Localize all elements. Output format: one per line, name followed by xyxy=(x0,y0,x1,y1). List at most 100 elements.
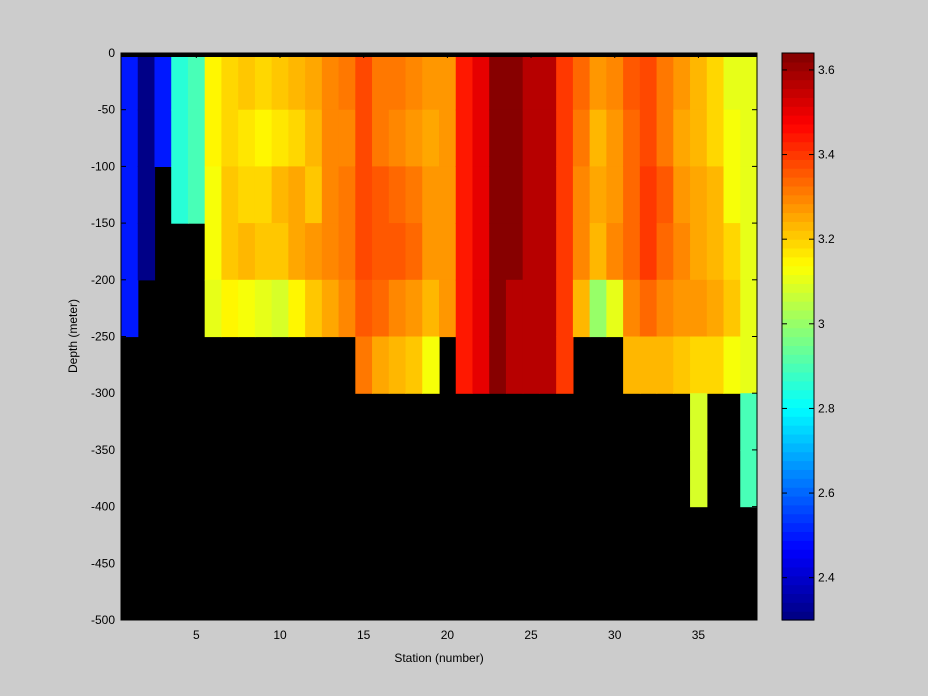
heatmap-cell xyxy=(221,166,239,224)
heatmap-cell xyxy=(690,223,708,281)
heatmap-cell xyxy=(639,336,658,394)
heatmap-cell xyxy=(623,109,641,167)
heatmap-cell xyxy=(539,223,557,281)
heatmap-cell xyxy=(121,166,139,224)
heatmap-cell xyxy=(271,279,289,338)
heatmap-cell xyxy=(288,53,306,111)
heatmap-cell xyxy=(388,223,407,281)
y-axis-label: Depth (meter) xyxy=(66,299,80,373)
heatmap-cell xyxy=(455,166,474,224)
colorbar-band xyxy=(782,531,814,541)
colorbar-band xyxy=(782,123,814,134)
heatmap-cell xyxy=(740,223,758,281)
colorbar-band xyxy=(782,301,814,311)
heatmap-cell xyxy=(121,53,139,111)
y-tick-label: -500 xyxy=(91,613,115,627)
heatmap-cell xyxy=(271,53,289,111)
heatmap-cell xyxy=(372,166,390,224)
heatmap-cell xyxy=(639,279,658,338)
heatmap-cell xyxy=(405,53,423,111)
heatmap-cell xyxy=(472,109,490,167)
heatmap-cell xyxy=(288,166,306,224)
heatmap-cell xyxy=(405,279,423,338)
heatmap-cell xyxy=(723,336,741,394)
heatmap-cell xyxy=(522,53,541,111)
heatmap-cell xyxy=(706,53,725,111)
heatmap-cell xyxy=(639,223,658,281)
heatmap-cell xyxy=(723,223,741,281)
heatmap-cell xyxy=(355,166,373,224)
heatmap-cell xyxy=(439,166,457,224)
heatmap-cell xyxy=(673,166,691,224)
heatmap-cell xyxy=(171,109,189,167)
heatmap-cell xyxy=(305,223,323,281)
heatmap-cell xyxy=(639,53,658,111)
heatmap-cell xyxy=(572,166,591,224)
heatmap-cell xyxy=(690,109,708,167)
heatmap-cell xyxy=(372,336,390,394)
x-tick-label: 5 xyxy=(193,628,200,642)
heatmap-cell xyxy=(238,53,256,111)
heatmap-cell xyxy=(489,109,507,167)
heatmap-cell xyxy=(522,166,541,224)
heatmap-cell xyxy=(321,109,340,167)
heatmap-cells xyxy=(121,53,758,508)
colorbar-band xyxy=(782,177,814,187)
heatmap-cell xyxy=(505,279,524,338)
colorbar-band xyxy=(782,611,814,621)
heatmap-cell xyxy=(221,279,239,338)
heatmap-cell xyxy=(238,223,256,281)
heatmap-cell xyxy=(221,109,239,167)
heatmap-cell xyxy=(271,223,289,281)
heatmap-cell xyxy=(137,223,156,281)
heatmap-cell xyxy=(405,336,423,394)
heatmap-cell xyxy=(706,336,725,394)
colorbar-band xyxy=(782,150,814,160)
heatmap-cell xyxy=(489,166,507,224)
heatmap-cell xyxy=(740,53,758,111)
heatmap-cell xyxy=(589,166,607,224)
heatmap-cell xyxy=(338,279,356,338)
heatmap-cell xyxy=(455,53,474,111)
heatmap-cell xyxy=(388,166,407,224)
colorbar-band xyxy=(782,88,814,98)
heatmap-cell xyxy=(254,53,273,111)
heatmap-cell xyxy=(305,166,323,224)
heatmap-cell xyxy=(505,336,524,394)
heatmap-cell xyxy=(422,279,440,338)
heatmap-cell xyxy=(572,109,591,167)
colorbar-band xyxy=(782,416,814,426)
heatmap-cell xyxy=(489,336,507,394)
colorbar-band xyxy=(782,495,814,506)
y-tick-label: -450 xyxy=(91,556,115,570)
heatmap-cell xyxy=(539,109,557,167)
heatmap-cell xyxy=(221,223,239,281)
colorbar-band xyxy=(782,478,814,488)
heatmap-cell xyxy=(338,109,356,167)
heatmap-cell xyxy=(572,53,591,111)
heatmap-cell xyxy=(505,53,524,111)
heatmap-cell xyxy=(556,166,574,224)
heatmap-cell xyxy=(288,109,306,167)
heatmap-cell xyxy=(522,109,541,167)
colorbar-band xyxy=(782,327,814,338)
colorbar-band xyxy=(782,141,814,152)
colorbar-band xyxy=(782,345,814,355)
heatmap-cell xyxy=(321,166,340,224)
heatmap-cell xyxy=(388,53,407,111)
heatmap-cell xyxy=(623,223,641,281)
colorbar-band xyxy=(782,115,814,125)
colorbar-band xyxy=(782,584,814,595)
colorbar-band xyxy=(782,451,814,462)
heatmap-cell xyxy=(338,166,356,224)
colorbar-band xyxy=(782,70,814,81)
heatmap-cell xyxy=(204,109,223,167)
x-tick-label: 35 xyxy=(692,628,706,642)
heatmap-cell xyxy=(238,109,256,167)
heatmap-cell xyxy=(472,223,490,281)
heatmap-cell xyxy=(539,336,557,394)
heatmap-cell xyxy=(288,279,306,338)
missing-data-band-top xyxy=(121,53,757,57)
colorbar-band xyxy=(782,549,814,559)
colorbar-band xyxy=(782,247,814,258)
